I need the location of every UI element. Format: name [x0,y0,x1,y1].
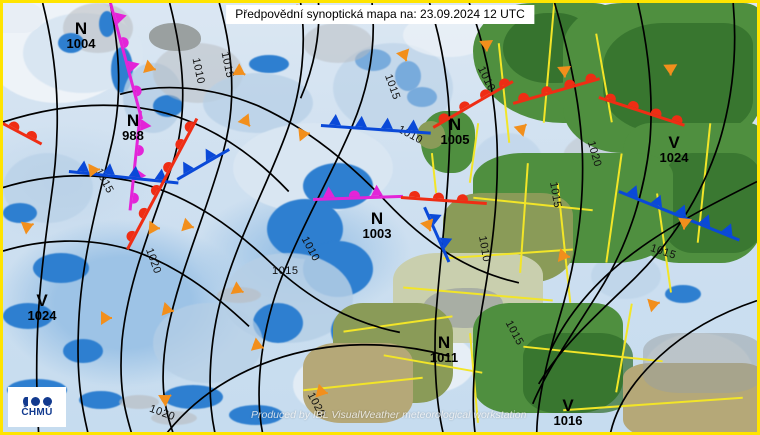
chmu-logo-mark [22,396,52,406]
pressure-center-symbol: V [562,396,574,415]
pressure-center-low-1011: N 1011 [422,333,466,365]
logo-shape-right [42,396,52,406]
isobar-labels: 1010 1015 1015 1020 1015 1010 1015 1010 1010 1010… [3,3,757,432]
pressure-center-symbol: N [370,209,384,228]
pressure-center-symbol: N [437,333,451,352]
pressure-center-symbol: N [74,19,88,38]
producer-watermark: Produced by IBL VisualWeather meteorolog… [251,409,527,421]
pressure-center-value: 1016 [553,413,583,428]
pressure-center-value: 1004 [66,36,96,51]
pressure-center-high-1024: V 1024 [652,133,696,165]
wind-arrow-layer [3,3,757,432]
pressure-center-high-1024: V 1024 [20,291,64,323]
pressure-center-value: 988 [122,128,144,143]
wind-arrow [101,311,112,325]
pressure-center-value: 1003 [362,226,392,241]
isobar-label-1015: 1015 [272,265,299,277]
logo-shape-left [22,396,28,406]
logo-shape-mid [30,396,40,406]
pressure-center-value: 1024 [27,308,57,323]
pressure-center-value: 1024 [659,150,689,165]
pressure-center-low-1003: N 1003 [355,209,399,241]
chmu-logo[interactable]: ČHMÚ [8,387,66,427]
pressure-center-symbol: N [126,111,140,130]
pressure-center-symbol: V [36,291,48,310]
pressure-center-low-1005: N 1005 [433,115,477,147]
pressure-center-low-1004: N 1004 [59,19,103,51]
pressure-centers: N 1004 N 988 N 1005 N 1003 N 1011 V 1024 V 1024 V 1016 [3,3,757,432]
isobar-layer [3,3,757,432]
map-title: Předpovědní synoptická mapa na: 23.09.20… [226,5,534,24]
chmu-logo-text: ČHMÚ [21,406,53,418]
pressure-center-value: 1011 [429,350,459,365]
pressure-center-symbol: V [668,133,680,152]
pressure-center-symbol: N [448,115,462,134]
pressure-center-low-988: N 988 [111,111,155,143]
pressure-center-high-1016: V 1016 [546,396,590,428]
pressure-center-value: 1005 [440,132,470,147]
